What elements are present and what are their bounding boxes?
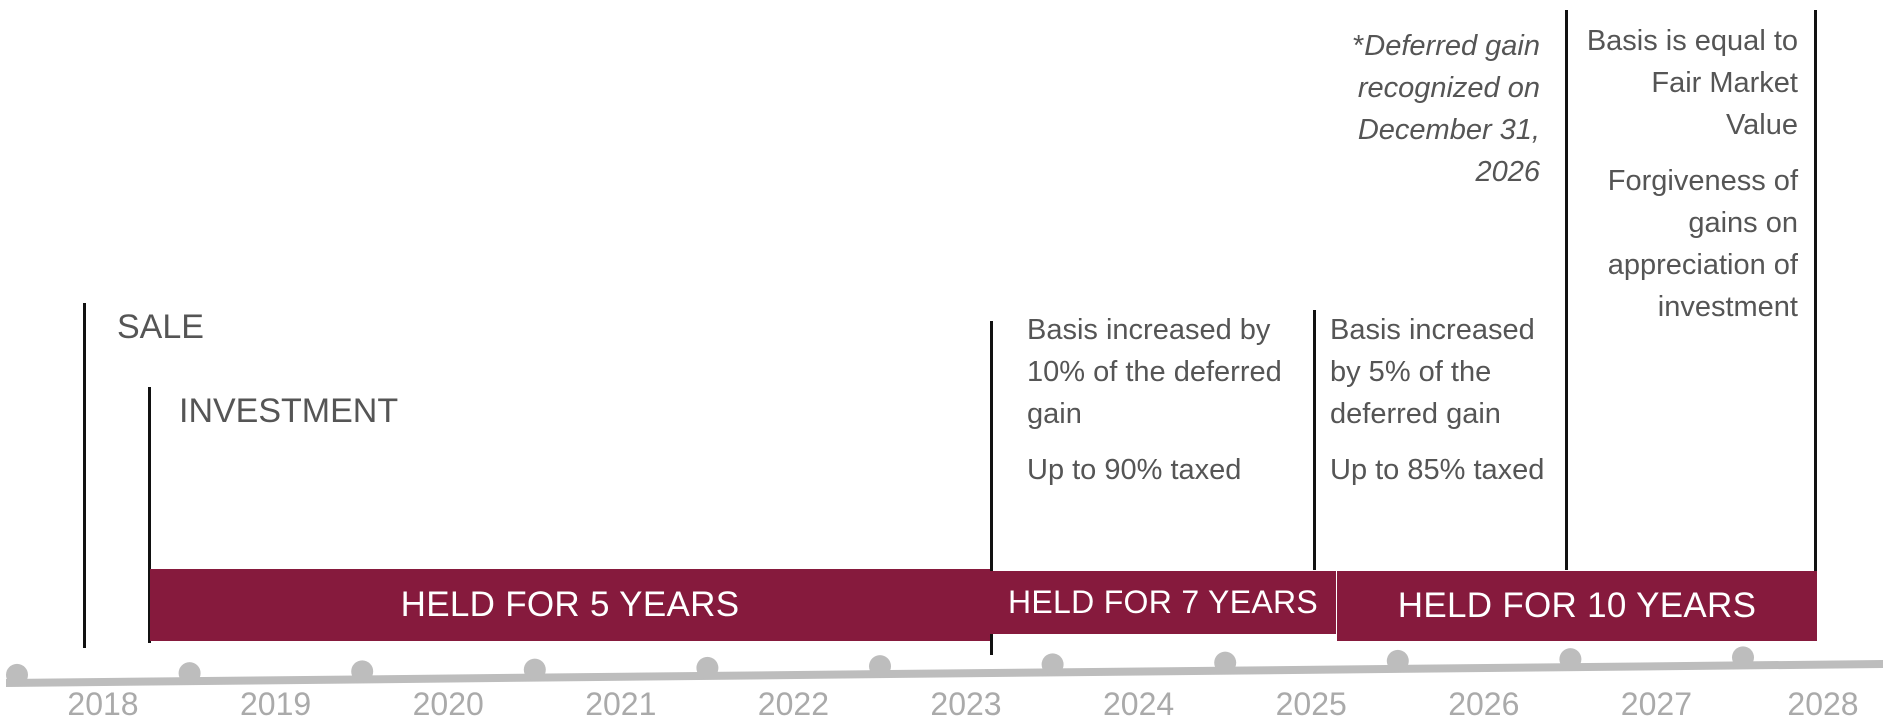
timeline-dot bbox=[869, 655, 891, 678]
seven-year-marker-line bbox=[1313, 310, 1316, 570]
year-label-2022: 2022 bbox=[757, 686, 829, 722]
timeline-dot bbox=[1732, 646, 1754, 669]
held-10-years-bar: HELD FOR 10 YEARS bbox=[1337, 571, 1817, 641]
five-year-marker-line bbox=[990, 321, 993, 655]
ten-year-basis-text: Basis increased by 5% of the deferred ga… bbox=[1330, 314, 1535, 430]
investment-label: INVESTMENT bbox=[179, 392, 399, 430]
timeline-dot bbox=[1214, 651, 1237, 674]
year-label-2021: 2021 bbox=[585, 686, 657, 722]
sale-marker-line bbox=[83, 303, 86, 648]
seven-year-tax-text: Up to 90% taxed bbox=[1027, 454, 1242, 486]
held-5-years-label: HELD FOR 5 YEARS bbox=[400, 585, 740, 624]
timeline-dot bbox=[1559, 648, 1582, 671]
year-label-2019: 2019 bbox=[240, 686, 312, 722]
timeline-dot bbox=[1386, 649, 1409, 672]
held-10-years-label: HELD FOR 10 YEARS bbox=[1397, 586, 1757, 625]
year-label-2028: 2028 bbox=[1787, 686, 1859, 722]
timeline-line bbox=[6, 660, 1883, 687]
held-7-years-label: HELD FOR 7 YEARS bbox=[1007, 584, 1319, 620]
fmv-note: Basis is equal to Fair Market Value Forg… bbox=[1582, 20, 1798, 328]
year-label-2025: 2025 bbox=[1275, 686, 1347, 722]
investment-marker-line bbox=[148, 387, 151, 643]
timeline-dot bbox=[696, 656, 719, 679]
ten-year-note: Basis increased by 5% of the deferred ga… bbox=[1330, 309, 1570, 491]
timeline-axis bbox=[6, 646, 1883, 687]
deferred-asterisk: * bbox=[1352, 30, 1365, 62]
deferred-gain-note: *Deferred gain recognized on December 31… bbox=[1310, 25, 1540, 193]
ten-year-marker-line bbox=[1814, 10, 1817, 640]
year-label-2023: 2023 bbox=[930, 686, 1002, 722]
timeline-dot bbox=[178, 662, 201, 685]
sale-label: SALE bbox=[117, 308, 204, 346]
year-label-2018: 2018 bbox=[67, 686, 139, 722]
year-label-2027: 2027 bbox=[1620, 686, 1692, 722]
fmv-text: Basis is equal to Fair Market Value bbox=[1586, 25, 1798, 141]
timeline-dot bbox=[351, 660, 374, 683]
seven-year-basis-text: Basis increased by 10% of the deferred g… bbox=[1027, 314, 1282, 430]
deferred-gain-text: Deferred gain recognized on December 31,… bbox=[1357, 30, 1540, 188]
held-7-years-bar: HELD FOR 7 YEARS bbox=[990, 571, 1336, 634]
year-label-2024: 2024 bbox=[1103, 686, 1175, 722]
timeline-dot bbox=[6, 663, 28, 686]
held-5-years-bar: HELD FOR 5 YEARS bbox=[150, 569, 990, 641]
timeline-dot bbox=[523, 658, 546, 681]
forgiveness-text: Forgiveness of gains on appreciation of … bbox=[1607, 165, 1798, 323]
seven-year-note: Basis increased by 10% of the deferred g… bbox=[1027, 309, 1287, 491]
year-label-2020: 2020 bbox=[412, 686, 484, 722]
year-label-2026: 2026 bbox=[1448, 686, 1520, 722]
deferred-marker-line bbox=[1565, 10, 1568, 570]
timeline-dot bbox=[1041, 653, 1064, 676]
ten-year-tax-text: Up to 85% taxed bbox=[1330, 454, 1545, 486]
